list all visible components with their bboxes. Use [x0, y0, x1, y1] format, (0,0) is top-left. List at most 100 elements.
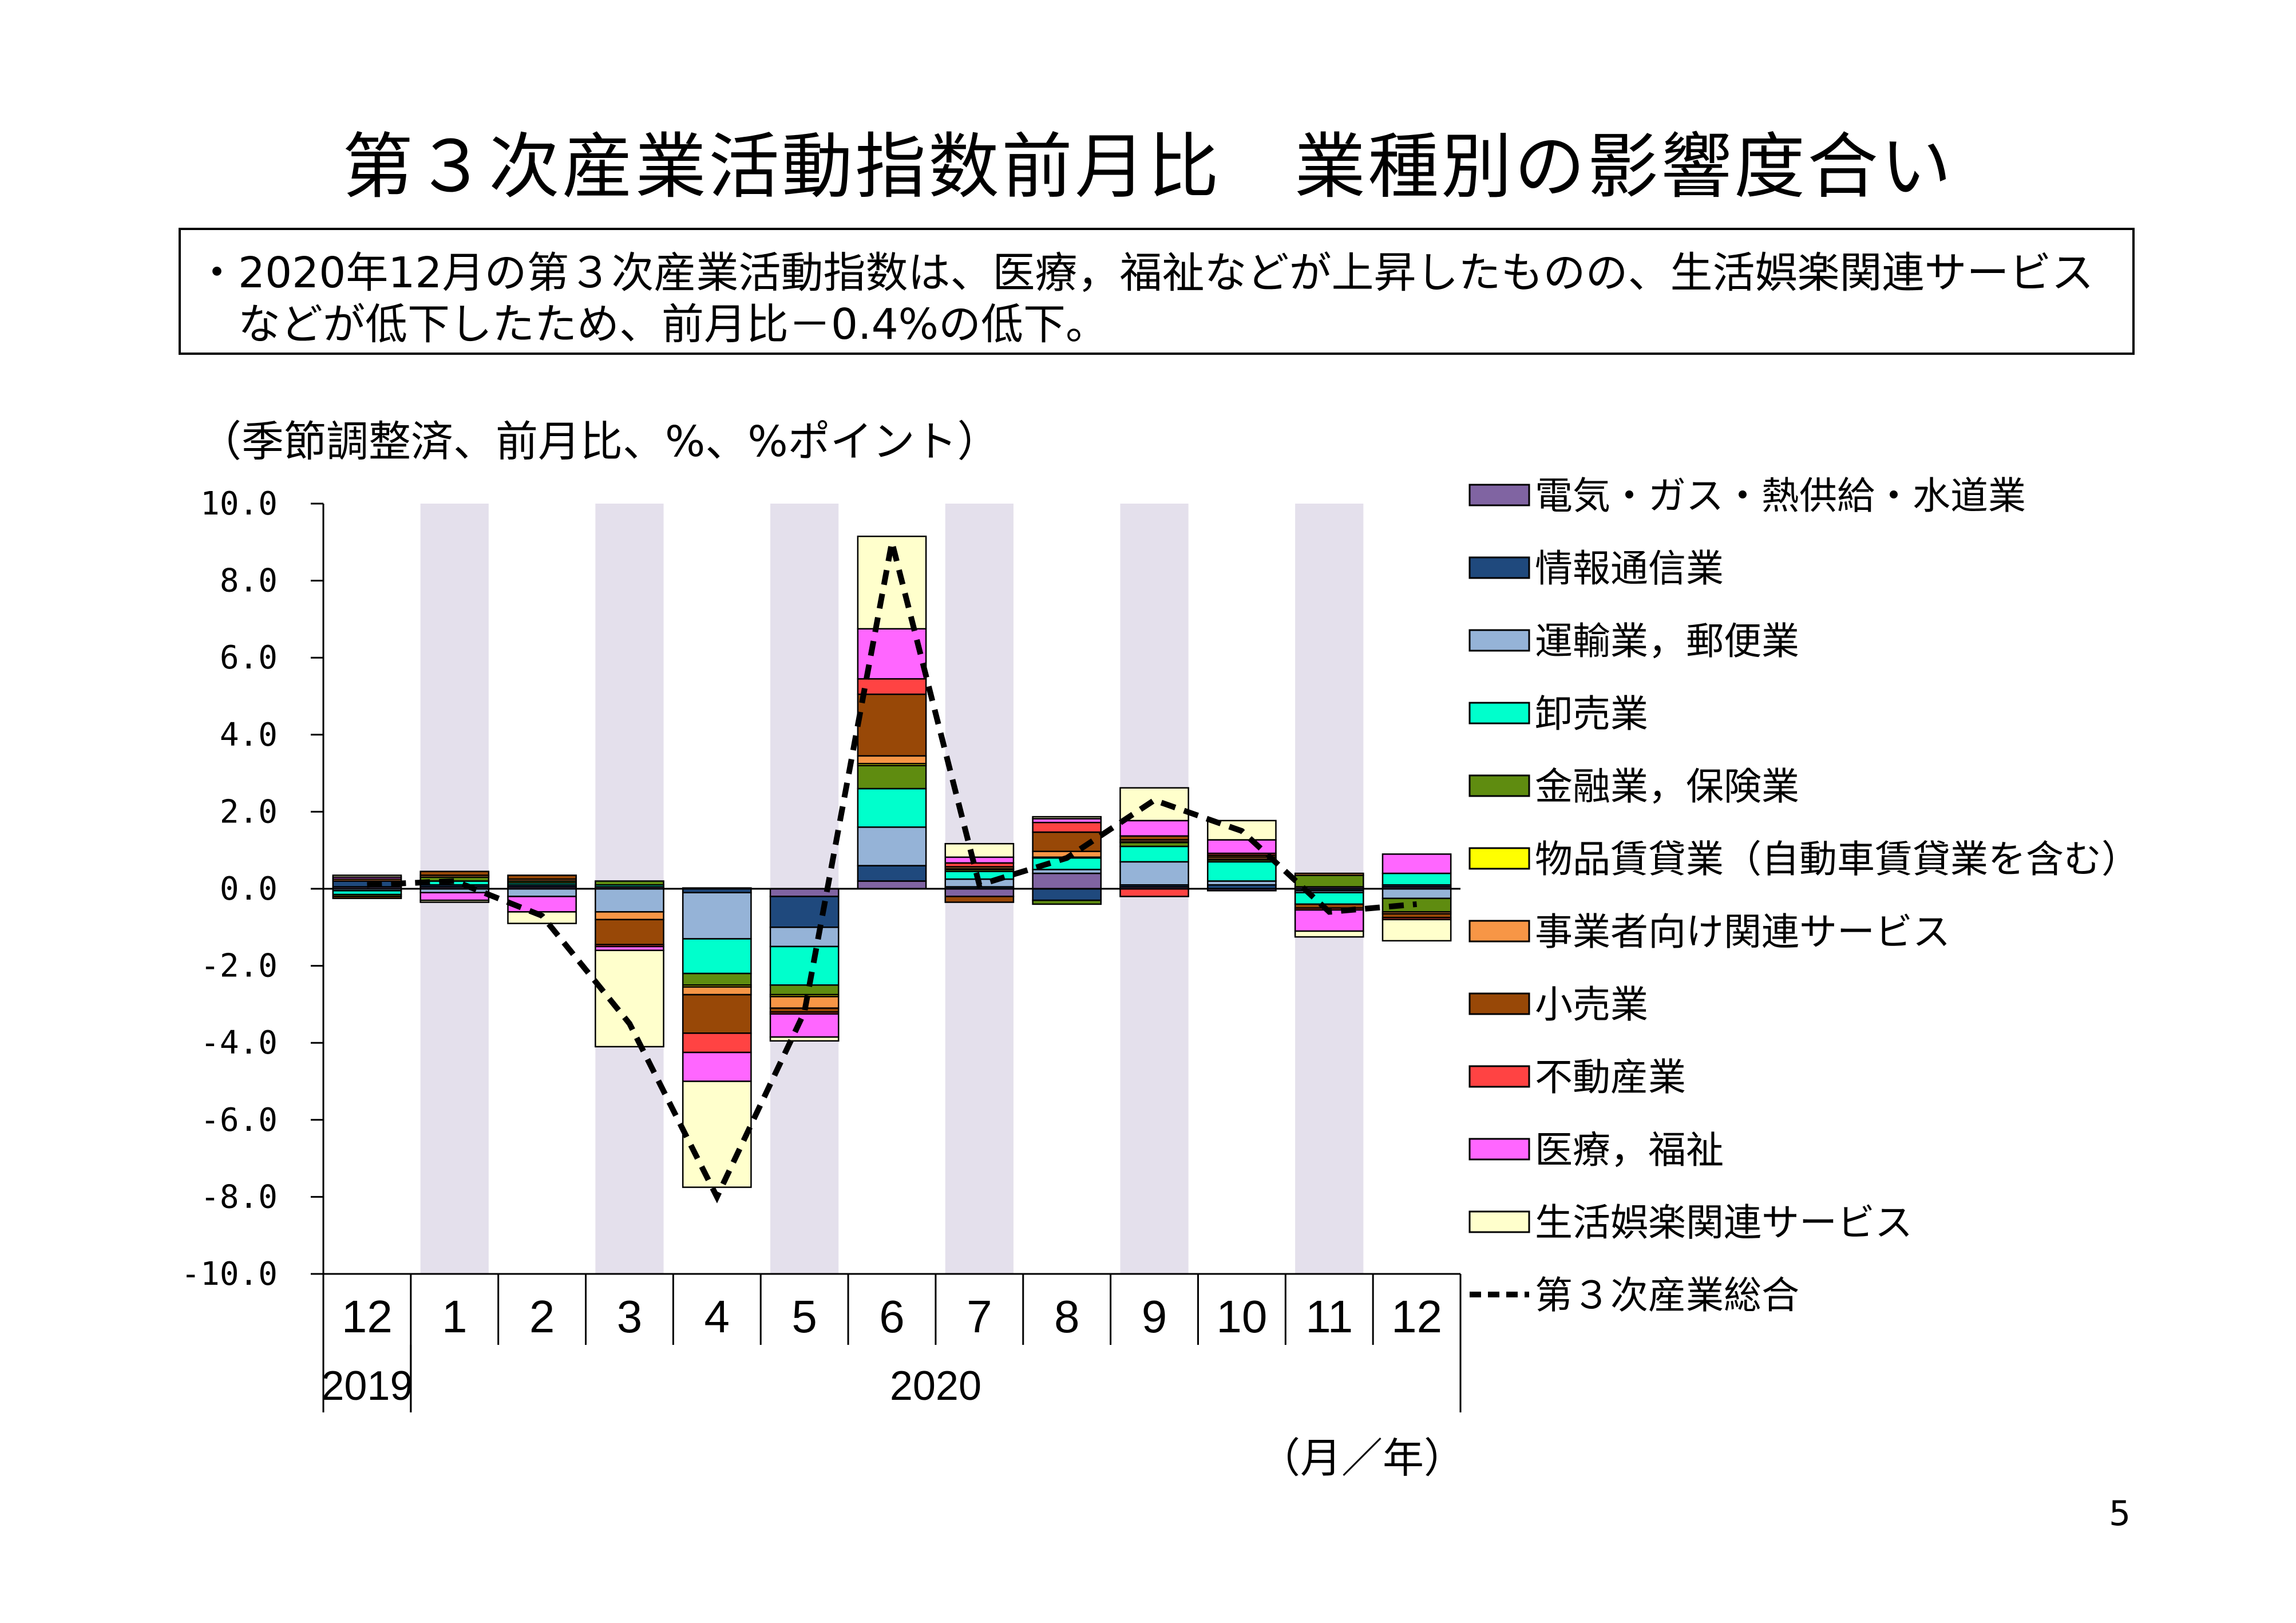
bar-segment-wholesale [769, 945, 840, 986]
units-note: （季節調整済、前月比、%、%ポイント） [199, 417, 1000, 466]
bar-segment-retail [857, 693, 927, 757]
legend-swatch-wholesale [1468, 702, 1530, 725]
summary-line-1: ・2020年12月の第３次産業活動指数は、医療，福祉などが上昇したものの、生活娯… [196, 248, 2094, 298]
year-label: 2020 [890, 1363, 981, 1409]
legend-label-wholesale: 卸売業 [1535, 692, 1648, 736]
legend-swatch-transport [1468, 629, 1530, 652]
page-number: 5 [2109, 1494, 2131, 1534]
bar-segment-retail [595, 919, 664, 945]
bar-segment-living [682, 1080, 752, 1188]
bar-segment-electricity [1032, 872, 1102, 890]
bar-segment-business [857, 755, 927, 765]
x-tick-label: 5 [791, 1291, 817, 1342]
bar-segment-business [1294, 872, 1364, 876]
legend: 電気・ガス・熱供給・水道業情報通信業運輸業，郵便業卸売業金融業，保険業物品賃貸業… [1468, 474, 2139, 1317]
bar-segment-retail [944, 896, 1015, 903]
bar-segment-wholesale [1381, 872, 1452, 886]
x-tick-label: 12 [1391, 1291, 1442, 1342]
bar-segment-wholesale [1207, 861, 1277, 882]
bar-segment-retail [682, 993, 752, 1034]
bar-segment-living [1032, 816, 1102, 820]
summary-line-2: などが低下したため、前月比－0.4%の低下。 [238, 300, 1108, 349]
bar-segment-retail [419, 870, 490, 876]
legend-label-living: 生活娯楽関連サービス [1535, 1201, 1913, 1245]
bar-segment-transport [507, 888, 577, 897]
legend-swatch-business [1468, 920, 1530, 943]
x-tick-label: 8 [1054, 1291, 1080, 1342]
bar-segment-electricity [944, 888, 1015, 897]
bar-segment-living [332, 874, 402, 878]
legend-swatch-information [1468, 556, 1530, 579]
bar-segment-living [1381, 919, 1452, 942]
bar-segment-medical [769, 1013, 840, 1038]
legend-label-medical: 医療，福祉 [1535, 1128, 1724, 1172]
bar-segment-transport [1119, 861, 1189, 886]
bar-segment-transport [857, 826, 927, 866]
bar-segment-living [507, 911, 577, 924]
y-tick-label: 0.0 [220, 870, 278, 908]
y-tick-label: 8.0 [220, 563, 278, 600]
bar-segment-retail [332, 896, 402, 900]
bar-segment-transport [682, 892, 752, 940]
y-tick-label: 4.0 [220, 717, 278, 754]
bar-segment-transport [1381, 888, 1452, 900]
legend-swatch-finance [1468, 774, 1530, 797]
x-tick-label: 10 [1216, 1291, 1267, 1342]
bar-segment-living [944, 843, 1015, 858]
bar-segment-transport [769, 927, 840, 948]
bar-segment-wholesale [857, 787, 927, 828]
bar-segment-wholesale [1119, 845, 1189, 863]
axes [311, 502, 1460, 1275]
stacked-bars [332, 535, 1452, 1188]
legend-label-business: 事業者向け関連サービス [1535, 910, 1950, 954]
y-tick-label: 10.0 [200, 485, 278, 522]
bar-segment-business [595, 911, 664, 921]
x-tick-label: 1 [442, 1291, 468, 1342]
bar-segment-living [1207, 820, 1277, 841]
bar-segment-transport [595, 888, 664, 913]
x-tick-label: 11 [1305, 1291, 1353, 1342]
legend-swatch-living [1468, 1210, 1530, 1233]
bar-segment-medical [1207, 839, 1277, 854]
summary-box: ・2020年12月の第３次産業活動指数は、医療，福祉などが上昇したものの、生活娯… [179, 228, 2135, 355]
bar-segment-business [682, 986, 752, 996]
legend-label-realestate: 不動産業 [1535, 1055, 1686, 1099]
slide-title: 第３次産業活動指数前月比 業種別の影響度合い [342, 126, 1954, 208]
y-tick-label: -8.0 [200, 1178, 278, 1216]
bar-segment-medical [1119, 820, 1189, 837]
y-tick-label: -2.0 [200, 948, 278, 985]
total-line [367, 541, 1418, 1204]
bar-segment-finance [857, 765, 927, 790]
y-tick-label: 6.0 [220, 639, 278, 676]
bar-segment-finance [769, 984, 840, 996]
year-label: 2019 [321, 1363, 413, 1409]
bar-segment-living [595, 949, 664, 1048]
bar-segment-electricity [857, 880, 927, 890]
bar-segment-medical [682, 1051, 752, 1082]
bar-segment-information [769, 896, 840, 928]
y-tick-label: -6.0 [200, 1102, 278, 1139]
y-tick-labels: 10.0 8.0 6.0 4.0 2.0 0.0 -2.0 -4.0 -6.0 -8.0 -10.0 [181, 485, 278, 1293]
total-line-path [367, 541, 1418, 1204]
bar-segment-medical [1381, 853, 1452, 874]
legend-swatch-medical [1468, 1138, 1530, 1161]
y-tick-label: -10.0 [181, 1256, 278, 1293]
axis-unit-note: （月／年） [1259, 1434, 1465, 1482]
legend-swatch-retail [1468, 992, 1530, 1015]
x-tick-label: 4 [704, 1291, 730, 1342]
y-tick-label: 2.0 [220, 793, 278, 830]
bar-segment-wholesale [682, 938, 752, 975]
legend-label-leasing: 物品賃貸業（自動車賃貸業を含む） [1535, 837, 2139, 881]
bar-segment-information [1032, 888, 1102, 901]
y-tick-label: -4.0 [200, 1024, 278, 1062]
bar-segment-retail [507, 874, 577, 880]
bar-segment-living [769, 1036, 840, 1042]
bar-segment-finance [595, 880, 664, 886]
bar-segment-medical [944, 856, 1015, 864]
bar-segment-medical [419, 892, 490, 901]
bar-segment-wholesale [1294, 892, 1364, 905]
x-tick-label: 9 [1142, 1291, 1167, 1342]
legend-swatch-realestate [1468, 1065, 1530, 1088]
